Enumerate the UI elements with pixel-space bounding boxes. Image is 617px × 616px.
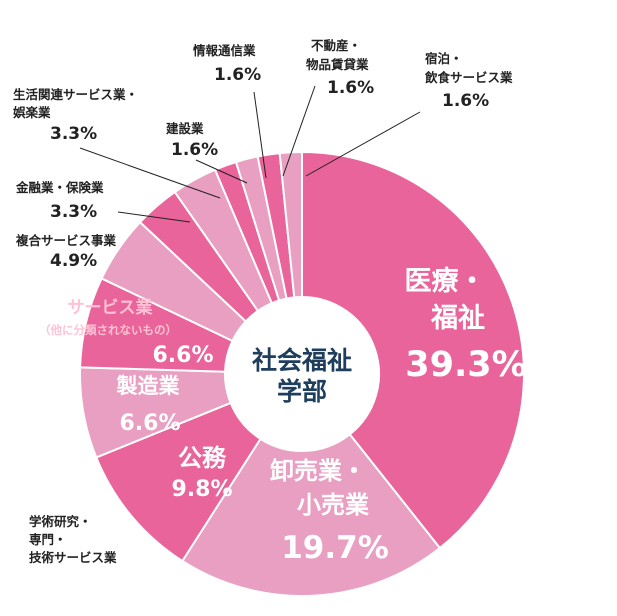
slice-label-ict: 情報通信業 <box>193 43 256 58</box>
slice-value-ict: 1.6% <box>214 65 261 85</box>
slice-value-manufacturing: 6.6% <box>119 411 180 436</box>
slice-label-hospitality-line-1: 宿泊・ <box>425 51 463 66</box>
slice-value-construction: 1.6% <box>171 140 218 160</box>
slice-label-finance: 金融業・保険業 <box>15 180 104 195</box>
slice-value-medical: 39.3% <box>405 345 526 385</box>
slice-label-lifestyle-line-2: 娯楽業 <box>13 105 51 120</box>
slice-label-academic-line-3: 技術サービス業 <box>29 550 117 565</box>
slice-value-compound: 4.9% <box>50 251 97 271</box>
leader-line-0 <box>117 211 191 223</box>
slice-label-academic-line-2: 専門・ <box>29 532 67 547</box>
slice-label-realestate-line-2: 物品賃貸業 <box>306 57 369 72</box>
center-label-line-1: 社会福祉 <box>252 346 352 375</box>
slice-value-public: 9.8% <box>171 477 232 502</box>
slice-label-services-line-2: （他に分類されないもの） <box>39 323 177 337</box>
slice-label-manufacturing: 製造業 <box>116 374 181 398</box>
slice-value-lifestyle: 3.3% <box>50 124 97 144</box>
slice-value-finance: 3.3% <box>50 202 97 222</box>
leader-line-4 <box>282 85 316 177</box>
leader-line-1 <box>79 147 221 199</box>
donut-hole <box>225 297 379 451</box>
slice-label-medical-line-1: 医療・ <box>405 266 486 297</box>
slice-label-retail-line-2: 小売業 <box>297 491 369 519</box>
slice-label-medical-line-2: 福祉 <box>430 303 485 334</box>
slice-label-retail-line-1: 卸売業・ <box>270 457 366 485</box>
slice-label-hospitality-line-2: 飲食サービス業 <box>424 70 513 85</box>
slice-value-services: 6.6% <box>152 343 213 368</box>
leader-line-5 <box>305 111 421 177</box>
slice-label-realestate-line-1: 不動産・ <box>311 38 361 53</box>
slice-value-retail: 19.7% <box>281 530 389 566</box>
slice-value-realestate: 1.6% <box>327 78 374 98</box>
donut-slices <box>79 150 525 597</box>
leader-lines <box>79 85 421 223</box>
leader-line-2 <box>195 159 248 184</box>
slice-label-compound: 複合サービス事業 <box>15 233 117 248</box>
slice-label-lifestyle-line-1: 生活関連サービス業・ <box>13 87 138 102</box>
slice-label-services-line-1: サービス業 <box>68 297 153 318</box>
slice-label-construction: 建設業 <box>166 121 204 136</box>
slice-label-public-line-1: 公務 <box>178 444 227 472</box>
slice-label-academic-line-1: 学術研究・ <box>29 514 92 529</box>
leader-line-3 <box>253 91 267 179</box>
slice-value-hospitality: 1.6% <box>442 91 489 111</box>
center-label-line-2: 学部 <box>277 377 327 406</box>
